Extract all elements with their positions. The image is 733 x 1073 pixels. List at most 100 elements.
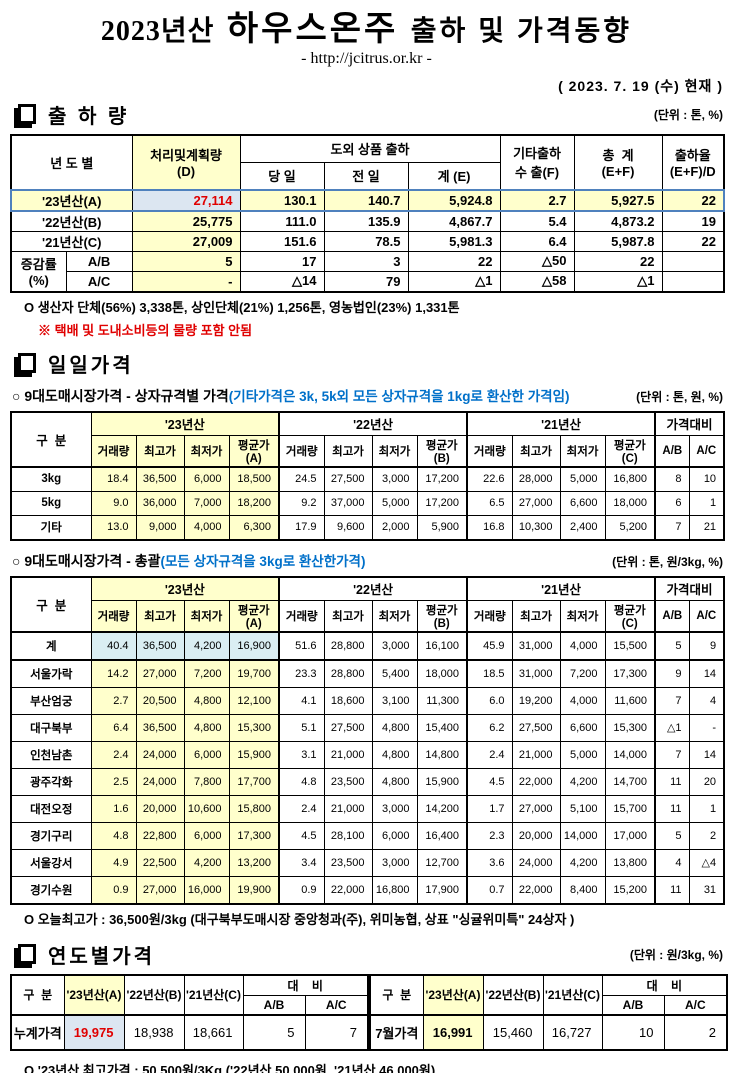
column-header-cell: '23년산 — [90, 576, 280, 601]
column-header-cell: 거래량 — [90, 599, 137, 633]
data-cell: 7 — [654, 740, 690, 769]
data-cell: 12,100 — [228, 686, 280, 715]
data-cell: 23.3 — [278, 659, 325, 688]
data-cell: 7월가격 — [369, 1013, 424, 1051]
section-yearly-price-header: 연도별가격 (단위 : 원/3kg, %) — [10, 940, 723, 969]
data-cell: 4,200 — [183, 848, 230, 877]
subsection-note: (기타가격은 3k, 5k외 모든 상자규격을 1kg로 환산한 가격임) — [228, 388, 570, 404]
subsection-by-box: ○ 9대도매시장가격 - 상자규격별 가격 (기타가격은 3k, 5k외 모든 … — [12, 385, 723, 406]
data-cell: 19 — [661, 210, 725, 232]
data-cell — [661, 270, 725, 293]
section-title: 연도별가격 — [48, 945, 155, 968]
data-cell: 8,400 — [559, 875, 606, 905]
data-cell: 계 — [10, 630, 92, 661]
column-header-cell: A/B — [654, 434, 690, 468]
data-cell: 16,991 — [422, 1013, 484, 1051]
data-cell: 18,600 — [323, 686, 373, 715]
data-cell: △58 — [499, 270, 575, 293]
data-cell: 36,500 — [135, 465, 185, 492]
site-url[interactable]: - http://jcitrus.or.kr - — [301, 49, 432, 67]
data-cell: 11,300 — [416, 686, 468, 715]
column-header-cell: 평균가(B) — [416, 434, 468, 468]
column-header-cell: A/C — [663, 994, 728, 1016]
table-row: 서울강서 4.9 22,500 4,200 13,200 3.4 23,500 3,000 12… — [10, 848, 725, 877]
data-cell: 36,500 — [135, 630, 185, 661]
data-cell: 2.3 — [466, 821, 513, 850]
table-row: 증감률 (%) A/B 5 17 3 22 △50 22 — [10, 250, 725, 293]
data-cell: 17,200 — [416, 490, 468, 516]
data-cell: 19,700 — [228, 659, 280, 688]
data-cell: 7,200 — [183, 659, 230, 688]
data-cell: 1 — [688, 490, 725, 516]
data-cell: 4.5 — [466, 767, 513, 796]
data-cell: △1 — [573, 270, 663, 293]
data-cell: 15,300 — [228, 713, 280, 742]
section-square-icon — [18, 104, 36, 125]
data-cell: 28,800 — [323, 630, 373, 661]
data-cell: 기타 — [10, 514, 92, 541]
table-row: 경기구리 4.8 22,800 6,000 17,300 4.5 28,100 6,000 16… — [10, 821, 725, 850]
data-cell: 1.7 — [466, 794, 513, 823]
data-cell: 2,400 — [559, 514, 606, 541]
data-cell: 22 — [661, 230, 725, 252]
data-cell: 15,800 — [228, 794, 280, 823]
column-header-cell: 총 계 (E+F) — [573, 134, 663, 191]
data-cell: 19,975 — [63, 1013, 125, 1051]
data-cell: 4,200 — [183, 630, 230, 661]
data-cell: 6 — [654, 490, 690, 516]
data-cell: 14,800 — [416, 740, 468, 769]
data-cell: 7 — [304, 1013, 369, 1051]
data-cell: 4.8 — [278, 767, 325, 796]
column-header-cell: A/C — [688, 599, 725, 633]
title-main: 하우스온주 — [226, 10, 399, 48]
table-row: 거래량 최고가 최저가 평균가(A) 거래량 최고가 최저가 평균가(B) 거래량 최고가 최저가 평… — [11, 434, 725, 468]
column-header-cell: 최저가 — [371, 599, 418, 633]
data-cell: 17,300 — [604, 659, 656, 688]
data-cell: 6.5 — [466, 490, 513, 516]
column-header-cell: 최저가 — [559, 599, 606, 633]
data-cell: 19,900 — [228, 875, 280, 905]
column-header-cell: 계 (E) — [407, 161, 501, 191]
data-cell: 16,100 — [416, 630, 468, 661]
as-of-date: ( 2023. 7. 19 (수) 현재 ) — [558, 77, 723, 94]
data-cell: 14,700 — [604, 767, 656, 796]
data-cell: 4,800 — [183, 713, 230, 742]
table-row: 5kg 9.0 36,000 7,000 18,200 9.2 37,000 5,000 17,… — [10, 490, 725, 516]
column-header-cell: 최저가 — [183, 599, 230, 633]
data-cell: 23,500 — [323, 767, 373, 796]
data-cell: 5,981.3 — [407, 230, 501, 252]
column-header-cell: 가격대비 — [654, 576, 725, 601]
column-header-cell: 평균가(A) — [228, 599, 280, 633]
data-cell: 4 — [654, 848, 690, 877]
data-cell: 15,500 — [604, 630, 656, 661]
data-cell: 27,114 — [131, 188, 241, 212]
data-cell: 13,800 — [604, 848, 656, 877]
column-header-cell: 최고가 — [135, 599, 185, 633]
data-cell: △1 — [407, 270, 501, 293]
data-cell: 40.4 — [90, 630, 137, 661]
data-cell: 4,873.2 — [573, 210, 663, 232]
data-cell: 17,200 — [416, 465, 468, 492]
data-cell: 21,000 — [323, 740, 373, 769]
data-cell: 22 — [407, 250, 501, 272]
data-cell: 5,927.5 — [573, 188, 663, 212]
data-cell: 28,000 — [511, 465, 561, 492]
data-cell: 9 — [688, 630, 725, 661]
table-row: 구 분 '23년산 '22년산 '21년산 가격대비 — [10, 411, 725, 468]
column-header-cell: '23년산(A) — [422, 974, 484, 1016]
data-cell: 2 — [688, 821, 725, 850]
column-header-cell: 최고가 — [323, 599, 373, 633]
data-cell: 2.5 — [90, 767, 137, 796]
data-cell: 6,000 — [371, 821, 418, 850]
data-cell: 28,100 — [323, 821, 373, 850]
data-cell: 증감률 (%) — [10, 250, 67, 293]
data-cell: 37,000 — [323, 490, 373, 516]
data-cell: 16,400 — [416, 821, 468, 850]
table-row: 계 40.4 36,500 4,200 16,900 51.6 28,800 3,000 16,… — [10, 630, 725, 661]
data-cell: 1 — [688, 794, 725, 823]
data-cell: 14,000 — [559, 821, 606, 850]
data-cell: 5,400 — [371, 659, 418, 688]
data-cell: 4,200 — [559, 848, 606, 877]
